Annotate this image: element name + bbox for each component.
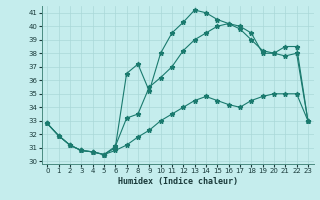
X-axis label: Humidex (Indice chaleur): Humidex (Indice chaleur) [118, 177, 237, 186]
